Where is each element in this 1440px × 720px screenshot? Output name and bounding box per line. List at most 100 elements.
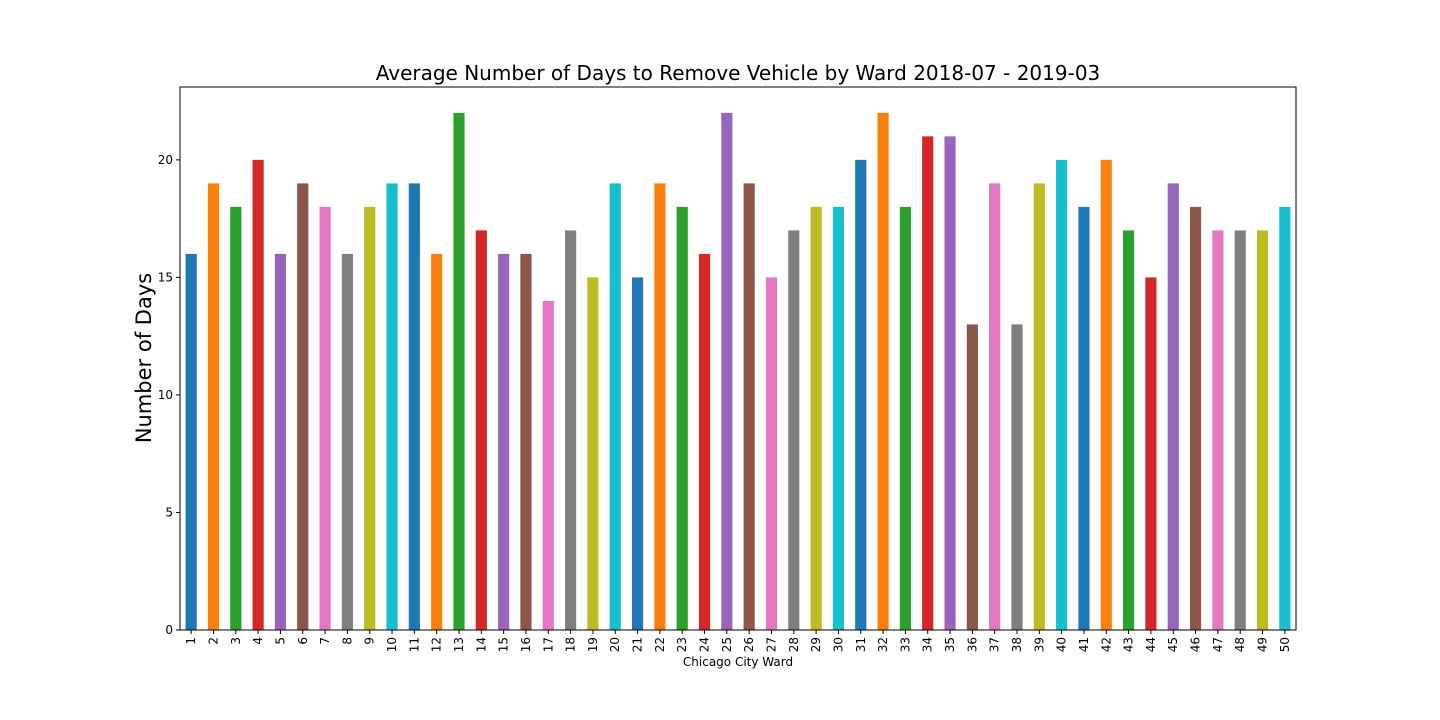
bar-ward-37 [989, 183, 1001, 630]
x-tick-label: 39 [1032, 637, 1046, 652]
bar-ward-25 [721, 112, 733, 631]
bar-ward-49 [1256, 230, 1269, 630]
x-tick-label: 30 [831, 637, 845, 652]
x-axis: 1 2 3 4 5 6 7 8 9 10 11 12 13 14 15 16 17 18 19 20 21 22 23 24 2… [184, 630, 1292, 652]
x-tick-label: 27 [764, 637, 778, 652]
bar-ward-4 [252, 159, 264, 630]
x-tick-label: 42 [1099, 637, 1113, 652]
x-tick-label: 10 [385, 637, 399, 652]
x-tick-label: 11 [407, 637, 421, 652]
bar-ward-28 [788, 230, 800, 630]
bar-ward-15 [498, 253, 510, 630]
bar-ward-24 [698, 253, 711, 630]
x-tick-label: 49 [1256, 637, 1270, 652]
x-axis-label: Chicago City Ward [683, 655, 793, 669]
x-tick-label: 14 [474, 637, 488, 652]
bar-ward-27 [765, 277, 778, 630]
x-tick-label: 2 [206, 637, 220, 645]
x-tick-label: 16 [519, 637, 533, 652]
bar-ward-40 [1056, 159, 1068, 630]
x-tick-label: 40 [1055, 637, 1069, 652]
x-tick-label: 7 [318, 637, 332, 645]
x-tick-label: 24 [698, 637, 712, 652]
bar-ward-50 [1279, 206, 1291, 630]
x-tick-label: 45 [1166, 637, 1180, 652]
x-tick-label: 26 [742, 637, 756, 652]
chart-title: Average Number of Days to Remove Vehicle… [376, 61, 1101, 85]
x-tick-label: 35 [943, 637, 957, 652]
y-tick-label: 20 [158, 153, 173, 167]
bar-ward-8 [341, 253, 353, 630]
x-tick-label: 46 [1189, 637, 1203, 652]
x-tick-label: 4 [251, 637, 265, 645]
y-tick-label: 0 [165, 623, 173, 637]
bar-ward-14 [475, 230, 487, 630]
bar-ward-36 [966, 324, 978, 630]
x-tick-label: 47 [1211, 637, 1225, 652]
bar-ward-23 [676, 206, 688, 630]
x-tick-label: 9 [363, 637, 377, 645]
x-tick-label: 18 [564, 637, 578, 652]
bar-ward-2 [207, 183, 220, 630]
bar-ward-42 [1100, 159, 1112, 630]
x-tick-label: 17 [541, 637, 555, 652]
x-tick-label: 6 [296, 637, 310, 645]
bar-ward-34 [922, 136, 934, 631]
bar-ward-1 [185, 253, 197, 630]
x-tick-label: 25 [720, 637, 734, 652]
y-axis-label: Number of Days [132, 273, 156, 443]
x-tick-label: 33 [898, 637, 912, 652]
x-tick-label: 31 [854, 637, 868, 652]
x-tick-label: 41 [1077, 637, 1091, 652]
x-tick-label: 38 [1010, 637, 1024, 652]
x-tick-label: 23 [675, 637, 689, 652]
bar-ward-9 [364, 206, 376, 630]
bar-ward-7 [319, 206, 331, 630]
bar-ward-47 [1212, 230, 1224, 630]
x-tick-label: 43 [1122, 637, 1136, 652]
bar-ward-32 [877, 112, 889, 631]
x-tick-label: 19 [586, 637, 600, 652]
bar-ward-21 [631, 277, 644, 630]
x-tick-label: 3 [229, 637, 243, 645]
bar-ward-17 [542, 300, 554, 630]
bar-ward-10 [386, 183, 398, 630]
plot-frame [179, 86, 1297, 631]
bars-group [185, 112, 1291, 631]
x-tick-label: 34 [921, 637, 935, 652]
bar-ward-44 [1145, 277, 1157, 630]
bar-ward-43 [1123, 230, 1135, 630]
bar-ward-45 [1167, 183, 1179, 630]
x-tick-label: 20 [608, 637, 622, 652]
bar-ward-38 [1011, 324, 1023, 630]
x-tick-label: 48 [1233, 637, 1247, 652]
x-tick-label: 12 [430, 637, 444, 652]
x-tick-label: 36 [965, 637, 979, 652]
bar-ward-48 [1234, 230, 1246, 630]
bar-ward-39 [1033, 183, 1045, 630]
x-tick-label: 44 [1144, 637, 1158, 652]
bar-ward-19 [587, 277, 599, 630]
bar-ward-30 [832, 206, 845, 630]
y-tick-label: 5 [165, 505, 173, 519]
bar-ward-3 [230, 206, 242, 630]
x-tick-label: 50 [1278, 637, 1292, 652]
bar-ward-41 [1078, 206, 1090, 630]
x-tick-label: 13 [452, 637, 466, 652]
y-axis: 0 5 10 15 20 [158, 153, 180, 637]
x-tick-label: 5 [273, 637, 287, 645]
x-tick-label: 1 [184, 637, 198, 645]
x-tick-label: 37 [988, 637, 1002, 652]
bar-ward-35 [944, 136, 956, 631]
bar-ward-6 [297, 183, 309, 630]
bar-ward-13 [453, 112, 465, 631]
bar-ward-46 [1189, 206, 1202, 630]
x-tick-label: 21 [631, 637, 645, 652]
x-tick-label: 22 [653, 637, 667, 652]
bar-ward-11 [408, 183, 420, 630]
bar-ward-26 [743, 183, 755, 630]
x-tick-label: 8 [340, 637, 354, 645]
bar-ward-22 [654, 183, 666, 630]
bar-ward-18 [565, 230, 577, 630]
